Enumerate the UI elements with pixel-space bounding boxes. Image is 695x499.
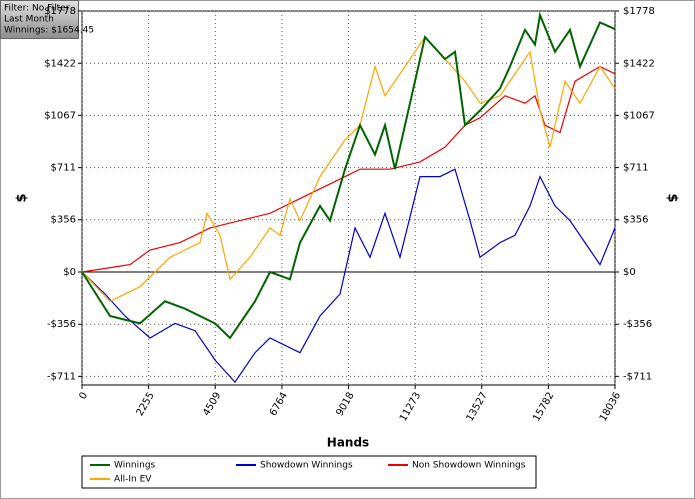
series-line <box>81 11 616 340</box>
legend-label: All-In EV <box>114 475 152 485</box>
y2-tick-label: $356 <box>623 215 648 226</box>
y-tick-label: $1422 <box>44 58 76 69</box>
legend-label: Winnings <box>114 461 156 471</box>
y-tick-label: $356 <box>51 215 76 226</box>
series-line <box>81 168 616 384</box>
y2-tick-label: $711 <box>623 163 648 174</box>
legend-label: Showdown Winnings <box>260 461 353 471</box>
info-text: Last Month <box>4 15 54 25</box>
y2-tick-label: -$356 <box>623 319 652 330</box>
x-tick-label: 0 <box>77 391 90 402</box>
info-text: Winnings: $1654.45 <box>4 26 94 36</box>
y2-tick-label: $0 <box>623 267 636 278</box>
y-tick-label: $0 <box>63 267 76 278</box>
y-axis-label: $ <box>15 193 30 202</box>
y-tick-label: -$711 <box>47 371 76 382</box>
y2-axis-label: $ <box>665 193 680 202</box>
y2-tick-label: $1067 <box>623 110 655 121</box>
y-tick-label: $1778 <box>44 6 76 17</box>
series-line <box>81 65 616 273</box>
info-text: Filter: No Filter <box>4 4 70 14</box>
y2-tick-label: $1778 <box>623 6 655 17</box>
y-tick-label: $1067 <box>44 110 76 121</box>
legend-label: Non Showdown Winnings <box>412 461 526 471</box>
info-box <box>0 0 79 39</box>
legend <box>81 455 537 489</box>
plot-area <box>81 10 616 386</box>
y2-tick-label: $1422 <box>623 58 655 69</box>
y2-tick-label: -$711 <box>623 371 652 382</box>
y-tick-label: $711 <box>51 163 76 174</box>
y-tick-label: -$356 <box>47 319 76 330</box>
x-axis-label: Hands <box>327 436 369 450</box>
